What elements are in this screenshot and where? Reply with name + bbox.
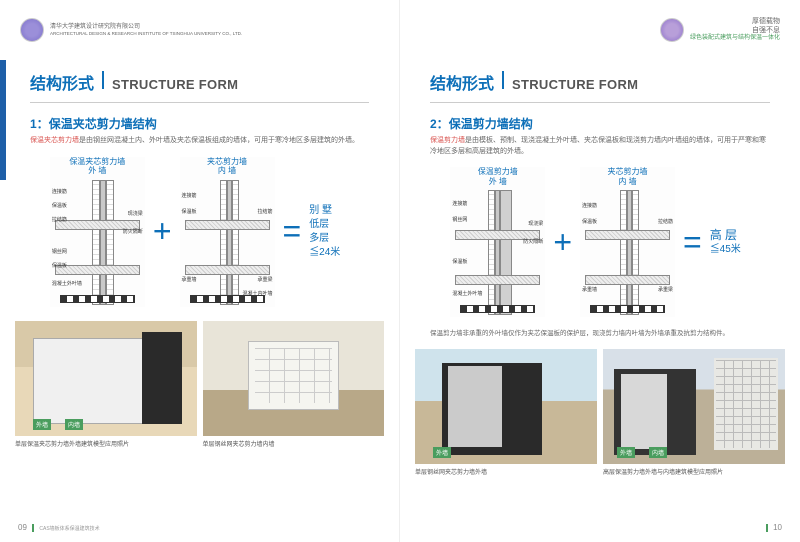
plus-icon: + bbox=[153, 213, 172, 250]
heading-divider bbox=[102, 71, 104, 89]
subheading-left: 1：保温夹芯剪力墙结构 bbox=[0, 103, 399, 136]
section-en: STRUCTURE FORM bbox=[112, 77, 238, 92]
right-page: 厚德载物 自强不息 绿色装配式建筑与结构保温一体化 结构形式 STRUCTURE… bbox=[400, 0, 800, 542]
photo-caption-r2: 高层保温剪力墙外墙与内墙建筑模型应用照片 bbox=[603, 464, 785, 476]
logo-icon bbox=[20, 18, 44, 42]
logo-block: 清华大学建筑设计研究院有限公司 ARCHITECTURAL DESIGN & R… bbox=[20, 18, 242, 42]
formula-row-right: 保温剪力墙 外 墙 连接筋 钢丝网 现浇梁 防火隔断 保温板 混凝土外叶墙 bbox=[400, 157, 800, 327]
subheading-right: 2：保温剪力墙结构 bbox=[400, 103, 800, 136]
result-right: 高 层 ≦45米 bbox=[710, 227, 750, 258]
section-heading-right: 结构形式 STRUCTURE FORM bbox=[400, 50, 800, 102]
photo-left-2 bbox=[203, 321, 385, 436]
description-right: 保温剪力墙是由模板、预制、现浇混凝土外叶墙、夹芯保温板和现浇剪力墙内叶墙组的墙体… bbox=[400, 136, 800, 157]
header-left: 清华大学建筑设计研究院有限公司 ARCHITECTURAL DESIGN & R… bbox=[0, 0, 399, 50]
org-en: ARCHITECTURAL DESIGN & RESEARCH INSTITUT… bbox=[50, 31, 242, 36]
page-spread: 清华大学建筑设计研究院有限公司 ARCHITECTURAL DESIGN & R… bbox=[0, 0, 800, 542]
diagram-outer-wall-right: 保温剪力墙 外 墙 连接筋 钢丝网 现浇梁 防火隔断 保温板 混凝土外叶墙 bbox=[450, 167, 545, 317]
result-left: 别 墅 低层 多层 ≦24米 bbox=[309, 204, 349, 260]
section-heading-left: 结构形式 STRUCTURE FORM bbox=[0, 50, 399, 102]
equals-icon-r: = bbox=[683, 224, 702, 261]
header-right: 厚德载物 自强不息 绿色装配式建筑与结构保温一体化 bbox=[400, 0, 800, 50]
section-zh-r: 结构形式 bbox=[430, 70, 494, 94]
photo-row-right: 外墙 单层钢丝网夹芯剪力墙外墙 外墙 内墙 高层保温剪力墙外墙与内墙建筑模型应用… bbox=[400, 345, 800, 476]
photo-right-2: 外墙 内墙 bbox=[603, 349, 785, 464]
section-zh: 结构形式 bbox=[30, 70, 94, 94]
equals-icon: = bbox=[283, 213, 302, 250]
org-zh: 清华大学建筑设计研究院有限公司 bbox=[50, 24, 242, 31]
stamp-icon bbox=[660, 18, 684, 42]
photo-caption-l1: 单层保温夹芯剪力墙外墙建筑模型应用照片 bbox=[15, 436, 197, 448]
diagram-inner-wall-left: 夹芯剪力墙 内 墙 连接筋 保温板 拉结筋 承重墙 承重梁 混凝土内叶墙 bbox=[180, 157, 275, 307]
photo-left-1: 外墙 内墙 bbox=[15, 321, 197, 436]
diagram-inner-wall-right: 夹芯剪力墙 内 墙 连接筋 保温板 拉结筋 承重墙 承重梁 bbox=[580, 167, 675, 317]
page-number-right: 10 bbox=[763, 523, 782, 532]
photo-caption-r1: 单层钢丝网夹芯剪力墙外墙 bbox=[415, 464, 597, 476]
side-tab bbox=[0, 60, 6, 180]
note-right: 保温剪力墙非承重的外叶墙仅作为夹芯保温板的保护层，现浇剪力墙内叶墙为外墙承重及抗… bbox=[400, 327, 800, 345]
photo-row-left: 外墙 内墙 单层保温夹芯剪力墙外墙建筑模型应用照片 单层钢丝网夹芯剪力墙内墙 bbox=[0, 317, 399, 448]
diagram-outer-wall-left: 保温夹芯剪力墙 外 墙 连接筋 保温板 拉结筋 现浇梁 防火隔断 钢丝网 保温板 bbox=[50, 157, 145, 307]
page-number-left: 09 CAS墙板体系保温建筑技术 bbox=[18, 523, 100, 532]
formula-row-left: 保温夹芯剪力墙 外 墙 连接筋 保温板 拉结筋 现浇梁 防火隔断 钢丝网 保温板 bbox=[0, 147, 399, 317]
left-page: 清华大学建筑设计研究院有限公司 ARCHITECTURAL DESIGN & R… bbox=[0, 0, 400, 542]
plus-icon-r: + bbox=[553, 224, 572, 261]
heading-divider-r bbox=[502, 71, 504, 89]
photo-caption-l2: 单层钢丝网夹芯剪力墙内墙 bbox=[203, 436, 385, 448]
description-left: 保温夹芯剪力墙是由钢丝网混凝土内、外叶墙及夹芯保温板组成的墙体，可用于寒冷地区多… bbox=[0, 136, 399, 147]
section-en-r: STRUCTURE FORM bbox=[512, 77, 638, 92]
photo-right-1: 外墙 bbox=[415, 349, 597, 464]
